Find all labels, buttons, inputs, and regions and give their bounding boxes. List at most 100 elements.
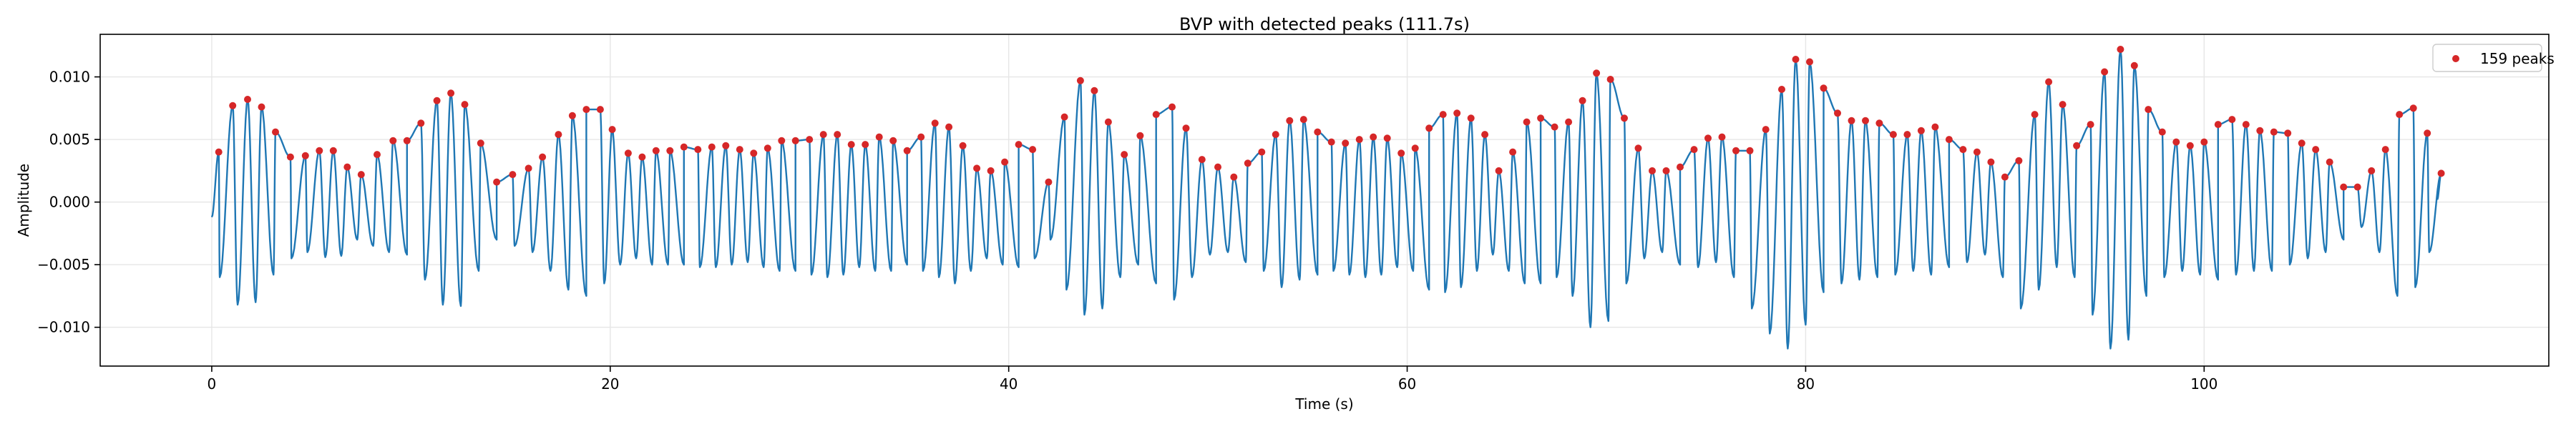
peak-point	[316, 147, 323, 154]
peak-point	[1244, 159, 1252, 167]
peak-point	[931, 119, 939, 127]
peak-point	[847, 141, 855, 149]
peak-point	[1778, 86, 1785, 93]
peak-point	[973, 164, 981, 172]
peak-point	[357, 171, 365, 179]
peak-point	[608, 126, 616, 134]
peak-point	[509, 171, 517, 179]
peak-point	[791, 137, 799, 144]
peak-point	[1606, 76, 1614, 83]
peak-point	[1931, 123, 1939, 131]
peak-point	[1214, 163, 1221, 171]
peak-point	[2424, 129, 2431, 137]
peak-point	[708, 143, 716, 151]
peak-point	[2298, 139, 2306, 147]
peak-point	[1425, 124, 1433, 132]
peak-point	[1286, 117, 1294, 124]
peak-point	[2073, 142, 2081, 149]
peak-point	[1314, 128, 1322, 136]
peak-point	[1704, 134, 1712, 142]
y-tick-label: 0.005	[49, 131, 90, 148]
peak-point	[638, 153, 646, 161]
peak-point	[1662, 167, 1670, 174]
y-tick-label: 0.010	[49, 69, 90, 86]
peak-point	[1121, 151, 1128, 159]
peak-point	[862, 141, 869, 149]
peak-point	[2015, 157, 2023, 164]
peak-point	[1862, 117, 1869, 124]
peak-point	[1649, 167, 1656, 174]
x-tick-label: 20	[601, 375, 619, 393]
peak-point	[1690, 146, 1698, 154]
peak-point	[1875, 119, 1883, 127]
peak-point	[2340, 183, 2348, 191]
peak-point	[2381, 146, 2389, 154]
peak-point	[1370, 133, 1377, 141]
peak-point	[461, 101, 469, 109]
peak-point	[806, 136, 814, 144]
peak-point	[1677, 163, 1684, 171]
peak-point	[568, 112, 576, 119]
peak-point	[1230, 173, 1238, 181]
peak-point	[1397, 149, 1405, 157]
peak-point	[1523, 118, 1531, 126]
peak-point	[2031, 111, 2039, 119]
peak-point	[1091, 87, 1098, 94]
peak-point	[272, 128, 279, 136]
peak-point	[244, 96, 251, 103]
peak-point	[2117, 46, 2124, 53]
peak-point	[750, 149, 758, 157]
peak-point	[1467, 114, 1475, 122]
peak-point	[582, 106, 590, 114]
peak-point	[1820, 84, 1828, 92]
peak-point	[2256, 127, 2264, 134]
peak-point	[525, 164, 532, 172]
legend-box	[2432, 44, 2542, 72]
x-tick-label: 0	[208, 375, 217, 393]
peak-point	[1579, 97, 1586, 104]
y-axis-ticks: −0.010 −0.005 0.000 0.005 0.010	[37, 69, 100, 336]
peak-point	[624, 149, 632, 157]
peak-point	[1537, 114, 1545, 122]
peak-point	[1551, 123, 1558, 131]
peak-point	[555, 131, 562, 139]
peak-point	[1439, 111, 1447, 119]
peak-point	[2437, 169, 2445, 177]
peak-point	[477, 139, 484, 147]
peak-point	[2101, 68, 2109, 76]
peak-point	[493, 178, 501, 186]
peak-point	[2242, 121, 2250, 129]
peak-point	[1889, 131, 1897, 139]
peak-point	[1272, 131, 1279, 139]
y-tick-label: −0.010	[37, 319, 90, 336]
peak-point	[2158, 128, 2166, 136]
peak-point	[1945, 136, 1953, 144]
plot-series	[210, 46, 2445, 350]
peak-point	[763, 144, 771, 152]
peak-point	[987, 167, 995, 174]
y-tick-label: −0.005	[37, 256, 90, 273]
peak-point	[1453, 109, 1461, 117]
x-axis-label: Time (s)	[1294, 395, 1353, 413]
peak-point	[1327, 138, 1335, 146]
legend: 159 peaks	[2432, 44, 2555, 72]
peak-point	[1045, 178, 1053, 186]
peak-point	[1848, 117, 1855, 124]
peak-point	[680, 143, 688, 151]
peak-point	[1762, 126, 1770, 134]
peak-point	[2312, 146, 2320, 154]
peak-point	[1806, 58, 1813, 66]
peak-point	[1029, 146, 1037, 154]
peak-point	[652, 147, 660, 154]
peak-point	[1355, 136, 1363, 144]
peak-point	[2186, 142, 2194, 149]
x-tick-label: 60	[1398, 375, 1416, 393]
peak-point	[889, 137, 897, 144]
peak-point	[736, 146, 743, 154]
peak-point	[403, 137, 411, 144]
peak-point	[1718, 133, 1726, 141]
peak-point	[258, 103, 265, 111]
peak-point	[1903, 131, 1911, 139]
peak-point	[343, 163, 351, 171]
chart-title: BVP with detected peaks (111.7s)	[1179, 14, 1470, 34]
